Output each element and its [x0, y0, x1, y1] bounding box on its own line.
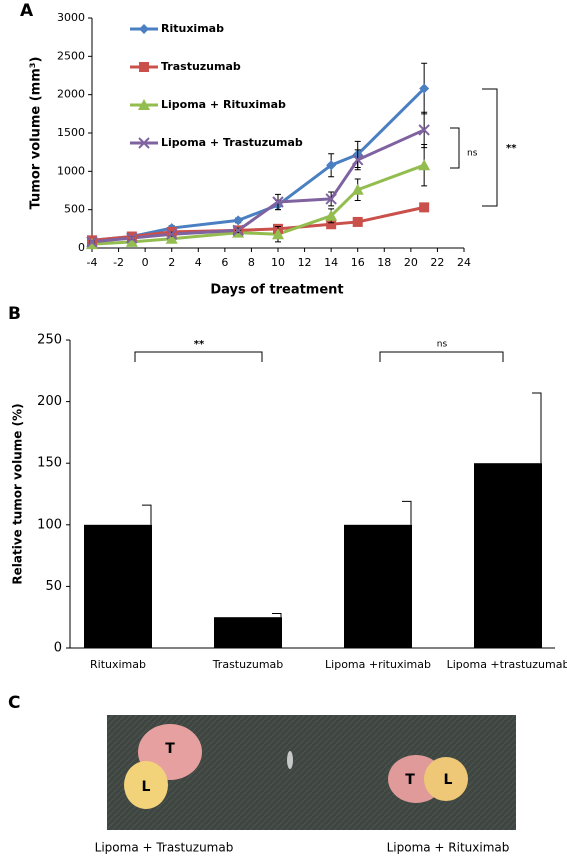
- annotation: ns: [467, 149, 478, 159]
- marker: [86, 236, 98, 248]
- x-tick-label: 18: [377, 256, 391, 269]
- marker: [165, 232, 178, 244]
- error-bar: [272, 613, 282, 618]
- y-tick-label: 0: [78, 241, 85, 254]
- x-tick-label: 10: [271, 256, 285, 269]
- annotation: ns: [437, 340, 448, 350]
- bracket: [134, 351, 263, 362]
- legend-label: Rituximab: [161, 22, 224, 35]
- x-tick-label: 20: [404, 256, 418, 269]
- marker: [419, 202, 430, 213]
- marker: [352, 216, 363, 227]
- x-tick-label: 12: [298, 256, 312, 269]
- x-tick-label: Lipoma +trastuzumab: [447, 658, 567, 671]
- y-tick-label: 50: [45, 579, 62, 594]
- x-tick-label: 4: [195, 256, 202, 269]
- marker: [126, 232, 138, 244]
- legend-marker: [139, 62, 149, 72]
- legend-marker: [139, 24, 149, 34]
- marker: [418, 159, 431, 171]
- x-tick-label: 14: [324, 256, 338, 269]
- x-tick-label: 2: [168, 256, 175, 269]
- photo-label: L: [444, 772, 453, 788]
- panel-letter: A: [20, 1, 34, 21]
- y-tick-label: 1500: [57, 126, 85, 139]
- lipoma: [424, 757, 468, 801]
- marker: [86, 238, 98, 250]
- marker: [326, 219, 337, 230]
- y-tick-label: 3000: [57, 11, 85, 24]
- y-tick-label: 0: [54, 641, 62, 656]
- y-tick-label: 1000: [57, 164, 85, 177]
- y-tick-label: 2500: [57, 49, 85, 62]
- bracket: [379, 351, 504, 362]
- y-axis-label: Relative tumor volume (%): [11, 403, 25, 584]
- bar: [84, 524, 152, 648]
- marker: [351, 183, 364, 195]
- marker: [418, 124, 430, 136]
- legend-label: Lipoma + Rituximab: [161, 98, 286, 111]
- x-tick-label: 16: [351, 256, 365, 269]
- photo-label: T: [165, 741, 175, 757]
- series-line: [91, 128, 425, 244]
- x-tick-label: 0: [142, 256, 149, 269]
- x-tick-label: -4: [87, 256, 98, 269]
- x-tick-label: Lipoma +rituximab: [325, 658, 431, 671]
- x-tick-label: 8: [248, 256, 255, 269]
- annotation: **: [506, 143, 517, 154]
- error-bar: [532, 392, 542, 464]
- panel-letter: B: [8, 304, 21, 324]
- bar: [474, 463, 542, 648]
- photo-label: T: [405, 772, 415, 788]
- x-tick-label: 24: [457, 256, 471, 269]
- x-tick-label: 6: [221, 256, 228, 269]
- reflection: [287, 751, 293, 769]
- x-tick-label: -2: [113, 256, 124, 269]
- y-tick-label: 250: [37, 333, 62, 348]
- marker: [233, 215, 244, 226]
- annotation: **: [194, 339, 205, 350]
- marker: [125, 235, 138, 247]
- error-bar: [402, 500, 412, 525]
- marker: [272, 228, 284, 240]
- y-tick-label: 500: [64, 203, 85, 216]
- bar: [214, 617, 282, 648]
- legend-marker: [138, 99, 150, 110]
- marker: [166, 228, 178, 240]
- marker: [419, 83, 430, 94]
- x-tick-label: Rituximab: [90, 658, 146, 671]
- y-tick-label: 150: [37, 456, 62, 471]
- legend-label: Trastuzumab: [161, 60, 241, 73]
- legend-marker: [138, 137, 150, 149]
- y-axis-label: Tumor volume (mm³): [29, 57, 44, 210]
- series-line: [91, 163, 425, 246]
- error-bar: [142, 504, 152, 525]
- photo-label: L: [142, 779, 151, 795]
- lipoma: [124, 761, 168, 809]
- y-tick-label: 2000: [57, 88, 85, 101]
- y-tick-label: 200: [37, 394, 62, 409]
- photo-caption: Lipoma + Trastuzumab: [95, 841, 234, 855]
- marker: [325, 209, 338, 221]
- photo-caption: Lipoma + Rituximab: [387, 841, 510, 855]
- x-axis-label: Days of treatment: [210, 283, 343, 298]
- marker: [352, 154, 364, 166]
- legend-label: Lipoma + Trastuzumab: [161, 136, 303, 149]
- y-tick-label: 100: [37, 517, 62, 532]
- marker: [272, 196, 284, 208]
- photo: [107, 715, 516, 830]
- panel-letter: C: [8, 693, 20, 713]
- marker: [325, 193, 337, 205]
- bracket: [450, 127, 460, 169]
- bracket: [482, 88, 498, 207]
- bar: [344, 524, 412, 648]
- marker: [326, 160, 337, 171]
- marker: [232, 224, 244, 237]
- x-tick-label: 22: [430, 256, 444, 269]
- x-tick-label: Trastuzumab: [212, 658, 284, 671]
